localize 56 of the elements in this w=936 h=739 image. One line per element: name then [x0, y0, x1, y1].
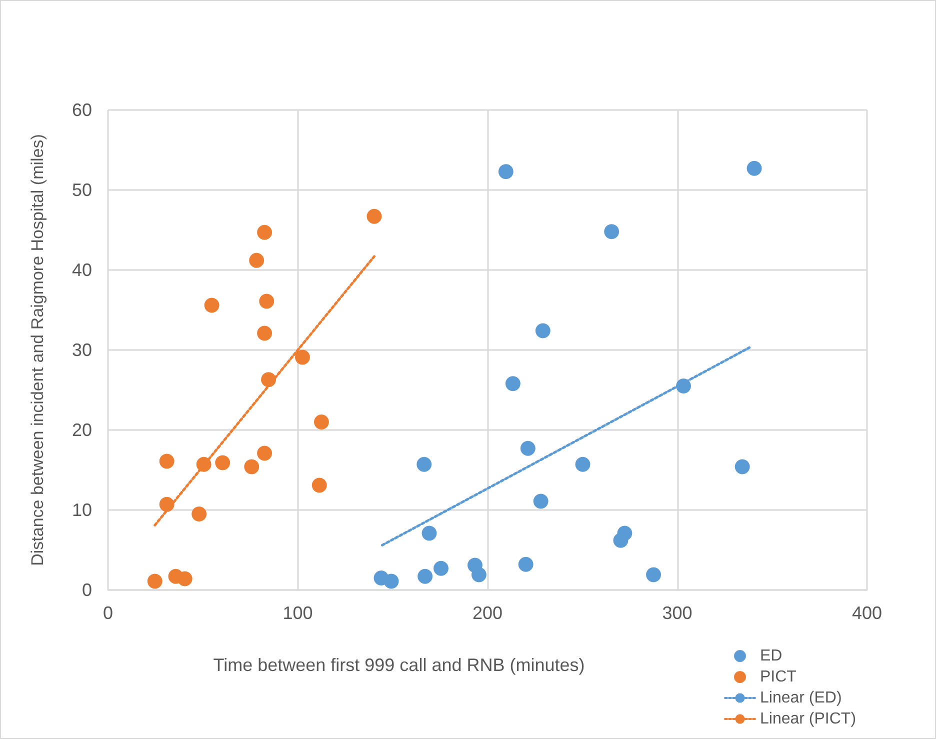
point [147, 574, 162, 589]
point [177, 571, 192, 586]
point [520, 440, 536, 456]
point [159, 496, 174, 512]
point [535, 323, 550, 338]
point [518, 556, 534, 572]
y-tick-label: 40 [72, 260, 92, 280]
point [312, 478, 327, 493]
x-tick-label: 100 [282, 603, 313, 623]
legend-label: PICT [760, 668, 797, 686]
point [676, 378, 692, 394]
point [646, 567, 662, 582]
point [244, 459, 260, 474]
point [249, 252, 264, 268]
y-tick-label: 0 [82, 580, 92, 600]
point [533, 494, 548, 509]
legend-label: Linear (ED) [760, 690, 842, 706]
point [505, 376, 520, 392]
point [192, 506, 207, 522]
point [159, 454, 174, 469]
x-tick-label: 300 [662, 603, 692, 623]
point [215, 455, 230, 470]
point [204, 298, 220, 313]
y-tick-label: 20 [72, 420, 92, 440]
point [498, 164, 514, 180]
point [418, 568, 433, 584]
point [575, 456, 590, 472]
y-tick-label: 30 [72, 340, 92, 360]
point [384, 574, 399, 589]
point [617, 526, 632, 541]
y-tick-label: 60 [72, 100, 92, 120]
point [257, 326, 272, 341]
point [746, 160, 762, 176]
point [314, 414, 329, 430]
legend-label: ED [760, 648, 782, 664]
point [604, 224, 620, 240]
point [734, 459, 750, 474]
y-tick-label: 50 [72, 180, 92, 200]
point [416, 456, 432, 472]
x-axis-title: Time between first 999 call and RNB (minutes) [213, 655, 585, 675]
point [257, 446, 272, 461]
x-tick-label: 0 [102, 603, 114, 623]
point [471, 567, 486, 582]
point [434, 560, 449, 576]
point [257, 224, 272, 240]
legend-label: Linear (PICT) [760, 710, 856, 728]
point [366, 208, 382, 224]
point [196, 456, 212, 472]
y-tick-label: 10 [72, 500, 92, 520]
y-axis-title: Distance between incident and Raigmore Hospital (miles) [28, 134, 47, 566]
point [259, 294, 274, 309]
point [295, 350, 310, 365]
x-tick-label: 200 [472, 603, 503, 623]
point [261, 372, 276, 388]
point [422, 526, 437, 541]
x-tick-label: 400 [852, 603, 882, 623]
